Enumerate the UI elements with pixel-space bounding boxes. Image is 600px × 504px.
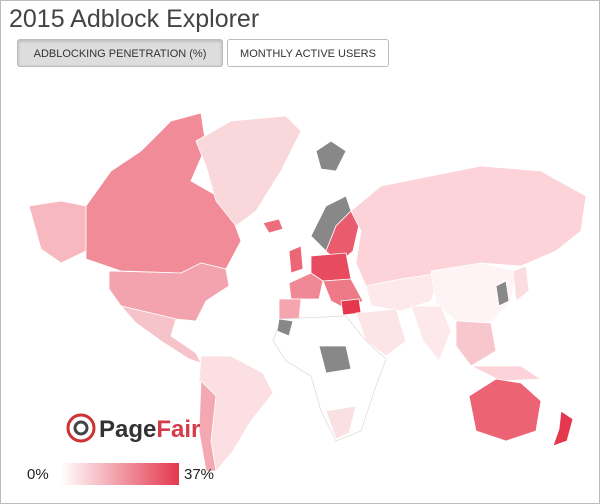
logo-text: PageFair xyxy=(99,416,200,443)
iceland xyxy=(262,218,284,234)
tab[interactable]: ADBLOCKING PENETRATION (%) xyxy=(17,39,223,67)
indonesia xyxy=(470,365,543,382)
legend-scale xyxy=(61,463,179,485)
mexico xyxy=(119,305,202,364)
logo-icon xyxy=(66,413,96,443)
india xyxy=(410,305,452,362)
spain xyxy=(278,298,302,320)
countries xyxy=(28,112,587,472)
middle-east xyxy=(355,308,407,357)
new-zealand xyxy=(552,410,574,447)
central-asia xyxy=(365,272,442,312)
alaska xyxy=(28,200,87,264)
central-africa xyxy=(318,345,352,374)
title: 2015 Adblock Explorer xyxy=(9,5,260,33)
uk xyxy=(288,245,304,274)
legend-min: 0% xyxy=(27,466,49,483)
russia xyxy=(350,165,587,287)
korea xyxy=(495,280,510,307)
western-sahara xyxy=(276,318,294,337)
australia xyxy=(468,378,542,442)
se-asia xyxy=(455,320,497,367)
chile-argentina xyxy=(198,380,217,472)
usa xyxy=(108,262,230,322)
germany-poland xyxy=(310,252,352,282)
logo-fair: Fair xyxy=(156,416,200,443)
japan xyxy=(512,265,530,302)
svalbard xyxy=(315,140,347,172)
tab[interactable]: MONTHLY ACTIVE USERS xyxy=(227,39,389,67)
greenland xyxy=(195,115,302,227)
france xyxy=(288,272,324,300)
logo: PageFair xyxy=(66,413,200,443)
logo-page: Page xyxy=(99,416,156,443)
logo-icon xyxy=(73,420,89,436)
legend-max: 37% xyxy=(184,466,214,483)
africa xyxy=(272,315,387,442)
south-africa xyxy=(325,405,357,440)
